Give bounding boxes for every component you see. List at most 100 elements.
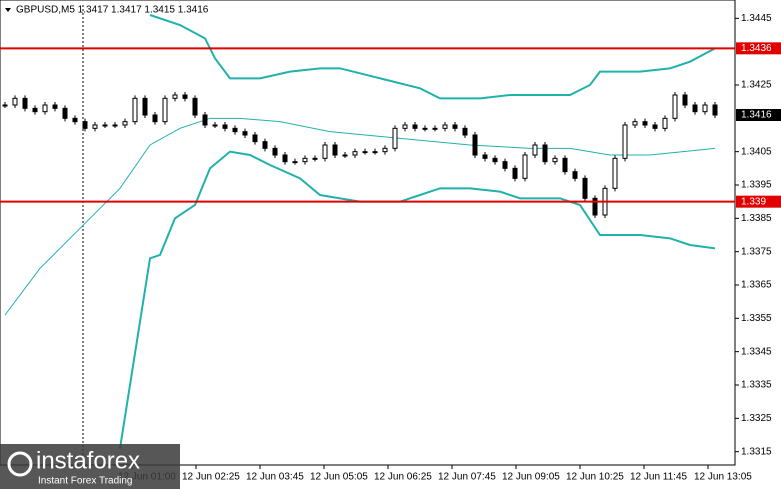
candle: [242, 131, 248, 136]
candle: [2, 104, 8, 107]
candle: [82, 121, 88, 129]
x-tick-label: 12 Jun 13:05: [694, 472, 752, 483]
candle: [512, 167, 518, 179]
y-tick-label: 1.3445: [741, 13, 772, 24]
level-label-bg: [736, 42, 781, 55]
candle: [292, 161, 298, 164]
candle: [612, 157, 618, 189]
candle: [392, 127, 398, 149]
candle: [632, 121, 638, 126]
candle: [442, 124, 448, 129]
chart-title: GBPUSD,M5 1.3417 1.3417 1.3415 1.3416: [16, 5, 209, 16]
candle: [372, 151, 378, 154]
candle: [412, 124, 418, 129]
y-tick-label: 1.3385: [741, 213, 772, 224]
candle: [12, 97, 18, 106]
candle: [362, 151, 368, 154]
level-label: 1.3436: [741, 43, 772, 54]
candle: [582, 177, 588, 199]
y-tick-label: 1.3375: [741, 246, 772, 257]
band-line: [149, 14, 716, 100]
candle: [652, 124, 658, 129]
current-price-label: 1.3416: [741, 110, 772, 121]
candle: [302, 157, 308, 163]
candle: [212, 124, 218, 127]
candle: [152, 114, 158, 123]
candle: [232, 127, 238, 133]
candle: [22, 97, 28, 109]
candle: [662, 117, 668, 129]
candle: [102, 124, 108, 127]
plot-frame: [0, 0, 736, 466]
candle: [712, 104, 718, 116]
candle: [282, 154, 288, 163]
y-tick-label: 1.3395: [741, 180, 772, 191]
candle: [472, 134, 478, 156]
candle: [72, 117, 78, 123]
candle: [142, 97, 148, 116]
y-tick-label: 1.3405: [741, 146, 772, 157]
candle: [312, 157, 318, 160]
tagline: Instant Forex Trading: [38, 476, 133, 487]
candle: [262, 141, 268, 149]
candle: [182, 94, 188, 99]
candle: [52, 104, 58, 109]
x-tick-label: 12 Jun 10:25: [566, 472, 624, 483]
candle: [702, 104, 708, 113]
candle: [172, 94, 178, 99]
x-tick-label: 12 Jun 03:45: [246, 472, 304, 483]
candle: [572, 171, 578, 179]
candle: [482, 154, 488, 159]
brand: instaforex: [36, 447, 140, 474]
x-tick-label: 12 Jun 02:25: [182, 472, 240, 483]
x-tick-label: 12 Jun 07:45: [438, 472, 496, 483]
y-tick-label: 1.3325: [741, 413, 772, 424]
candle: [322, 144, 328, 159]
candle: [342, 154, 348, 157]
level-label-bg: [736, 195, 781, 208]
menu-arrow: [5, 8, 11, 12]
y-tick-label: 1.3315: [741, 446, 772, 457]
candle: [542, 144, 548, 163]
candle: [112, 124, 118, 127]
candle: [502, 161, 508, 169]
candle: [352, 151, 358, 156]
candle: [692, 104, 698, 113]
candle: [552, 157, 558, 163]
y-tick-label: 1.3355: [741, 313, 772, 324]
level-label: 1.339: [741, 196, 766, 207]
candle: [382, 147, 388, 153]
watermark: instaforex Instant Forex Trading: [0, 444, 180, 489]
candle: [202, 114, 208, 126]
y-tick-label: 1.3335: [741, 380, 772, 391]
candle: [252, 134, 258, 143]
candle: [162, 97, 168, 123]
candle: [192, 97, 198, 116]
y-tick-label: 1.3345: [741, 346, 772, 357]
current-price-bg: [736, 109, 781, 121]
candle: [42, 104, 48, 113]
candle: [592, 197, 598, 216]
x-tick-label: 12 Jun 05:05: [310, 472, 368, 483]
x-tick-label: 12 Jun 09:05: [502, 472, 560, 483]
x-tick-label: 12 Jun 06:25: [374, 472, 432, 483]
candle: [332, 144, 338, 156]
candle: [642, 121, 648, 126]
candle: [62, 107, 68, 119]
candle: [682, 94, 688, 106]
candle: [622, 124, 628, 159]
candle: [132, 97, 138, 123]
candle: [122, 121, 128, 126]
candle: [522, 154, 528, 179]
candle: [492, 157, 498, 163]
candle: [532, 144, 538, 156]
x-tick-label: 12 Jun 11:45: [630, 472, 688, 483]
logo-icon: [7, 451, 33, 477]
candle: [422, 127, 428, 130]
candle: [562, 157, 568, 173]
candle: [402, 124, 408, 129]
candle: [452, 124, 458, 129]
candle: [222, 124, 228, 129]
candle: [672, 94, 678, 119]
